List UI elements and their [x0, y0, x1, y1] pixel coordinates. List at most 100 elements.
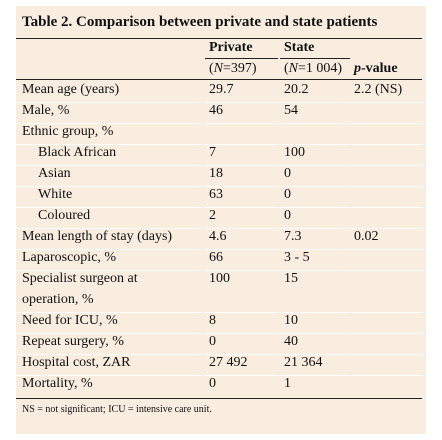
row-separator	[205, 207, 278, 208]
row-separator	[205, 354, 278, 355]
cell-state: 7.3	[284, 229, 302, 244]
table-row: Mean length of stay (days) 4.6 7.3 0.02	[16, 229, 422, 250]
row-label: Black African	[38, 145, 117, 160]
header-underline-private	[205, 58, 278, 59]
row-label-continued: operation, %	[22, 292, 94, 307]
table-row: Asian 18 0	[16, 166, 422, 187]
row-label: Mean age (years)	[22, 82, 120, 97]
row-separator	[352, 354, 422, 355]
header-state: State	[284, 40, 315, 55]
row-separator	[16, 333, 202, 334]
table-footnote: NS = not significant; ICU = intensive ca…	[22, 404, 212, 415]
cell-state: 10	[284, 313, 298, 328]
row-separator	[352, 102, 422, 103]
table-row: Laparoscopic, % 66 3 - 5	[16, 250, 422, 271]
cell-private: 7	[209, 145, 216, 160]
row-separator	[16, 186, 202, 187]
title-rule	[16, 38, 422, 39]
row-label: Male, %	[22, 103, 70, 118]
table-row: White 63 0	[16, 187, 422, 208]
cell-pvalue: 0.02	[354, 229, 379, 244]
header-underline-state	[280, 58, 350, 59]
row-label: Asian	[38, 166, 71, 181]
table-row: Coloured 2 0	[16, 208, 422, 229]
header-pvalue: p-value	[354, 61, 398, 76]
cell-state: 100	[284, 145, 305, 160]
header-rule	[16, 79, 422, 80]
row-separator	[16, 102, 202, 103]
row-separator	[16, 375, 202, 376]
row-separator	[280, 270, 350, 271]
row-separator	[16, 123, 202, 124]
row-separator	[205, 228, 278, 229]
row-label: Laparoscopic, %	[22, 250, 117, 265]
cell-private: 27 492	[209, 355, 248, 370]
row-separator	[16, 165, 202, 166]
row-separator	[280, 102, 350, 103]
row-separator	[16, 144, 202, 145]
cell-private: 29.7	[209, 82, 234, 97]
row-separator	[16, 228, 202, 229]
cell-private: 46	[209, 103, 223, 118]
row-label: Hospital cost, ZAR	[22, 355, 131, 370]
row-separator	[16, 312, 202, 313]
row-separator	[352, 333, 422, 334]
cell-state: 21 364	[284, 355, 323, 370]
row-separator	[352, 312, 422, 313]
header-private: Private	[209, 40, 253, 55]
row-separator	[352, 123, 422, 124]
row-separator	[352, 186, 422, 187]
cell-private: 2	[209, 208, 216, 223]
cell-state: 40	[284, 334, 298, 349]
row-label: Specialist surgeon at	[22, 271, 138, 286]
table-row: Mean age (years) 29.7 20.2 2.2 (NS)	[16, 82, 422, 103]
cell-private: 66	[209, 250, 223, 265]
row-separator	[280, 333, 350, 334]
row-separator	[280, 207, 350, 208]
row-separator	[280, 123, 350, 124]
row-separator	[280, 228, 350, 229]
cell-private: 100	[209, 271, 230, 286]
row-label: Need for ICU, %	[22, 313, 118, 328]
cell-state: 3 - 5	[284, 250, 310, 265]
row-separator	[352, 207, 422, 208]
row-label: Coloured	[38, 208, 91, 223]
table-panel: Table 2. Comparison between private and …	[16, 6, 426, 434]
header-state-n: (N=1 004)	[284, 61, 343, 76]
cell-private: 4.6	[209, 229, 227, 244]
table-row: Specialist surgeon at operation, % 100 15	[16, 271, 422, 313]
row-separator	[205, 270, 278, 271]
row-separator	[205, 144, 278, 145]
row-separator	[16, 249, 202, 250]
row-separator	[280, 312, 350, 313]
row-label: Ethnic group, %	[22, 124, 114, 139]
table-title: Table 2. Comparison between private and …	[22, 14, 378, 30]
row-separator	[352, 249, 422, 250]
row-separator	[205, 102, 278, 103]
row-label: Mortality, %	[22, 376, 93, 391]
row-separator	[16, 207, 202, 208]
row-separator	[280, 186, 350, 187]
cell-state: 20.2	[284, 82, 309, 97]
cell-private: 18	[209, 166, 223, 181]
row-separator	[352, 165, 422, 166]
cell-state: 0	[284, 187, 291, 202]
cell-private: 8	[209, 313, 216, 328]
table-row: Ethnic group, %	[16, 124, 422, 145]
bottom-rule	[16, 398, 422, 399]
row-separator	[280, 354, 350, 355]
row-separator	[352, 375, 422, 376]
row-separator	[205, 312, 278, 313]
table-row: Black African 7 100	[16, 145, 422, 166]
row-separator	[205, 375, 278, 376]
header-private-n: (N=397)	[209, 61, 257, 76]
cell-state: 0	[284, 166, 291, 181]
row-separator	[205, 333, 278, 334]
row-separator	[280, 165, 350, 166]
row-separator	[16, 354, 202, 355]
row-separator	[205, 249, 278, 250]
cell-state: 54	[284, 103, 298, 118]
cell-state: 0	[284, 208, 291, 223]
row-separator	[352, 144, 422, 145]
table-row: Hospital cost, ZAR 27 492 21 364	[16, 355, 422, 376]
